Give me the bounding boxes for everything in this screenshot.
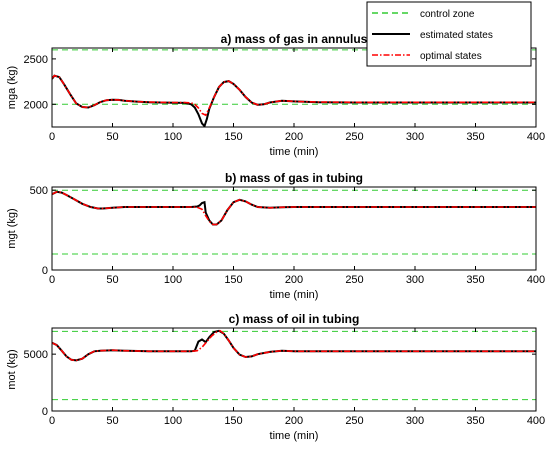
y-axis-label: mgt (kg) xyxy=(6,208,18,248)
legend-label-control-zone: control zone xyxy=(420,9,475,20)
y-axis-label: mot (kg) xyxy=(6,349,18,389)
x-tick-label: 100 xyxy=(164,274,182,286)
y-tick-label: 2000 xyxy=(24,99,48,111)
x-tick-label: 400 xyxy=(527,274,545,286)
panel-c-title: c) mass of oil in tubing xyxy=(229,312,360,326)
panel-b: b) mass of gas in tubing 0 50 100 150 200 250 3… xyxy=(6,171,545,301)
x-tick-label: 0 xyxy=(49,274,55,286)
x-axis-label: time (min) xyxy=(270,146,319,158)
y-axis-label: mga (kg) xyxy=(6,66,18,109)
series-optimal-states xyxy=(52,74,536,117)
x-tick-label: 400 xyxy=(527,131,545,143)
y-tick-label: 5000 xyxy=(24,349,48,361)
x-tick-label: 400 xyxy=(527,415,545,427)
legend-label-optimal-states: optimal states xyxy=(420,51,482,62)
legend: control zone estimated states optimal st… xyxy=(366,1,532,67)
x-tick-label: 300 xyxy=(406,274,424,286)
plot-area xyxy=(52,328,536,411)
x-tick-label: 150 xyxy=(224,415,242,427)
x-tick-label: 100 xyxy=(164,131,182,143)
x-tick-label: 350 xyxy=(466,274,484,286)
x-tick-label: 150 xyxy=(224,274,242,286)
x-tick-label: 250 xyxy=(345,131,363,143)
x-tick-label: 250 xyxy=(345,415,363,427)
x-axis-label: time (min) xyxy=(270,289,319,301)
x-tick-label: 50 xyxy=(106,274,118,286)
series-optimal-states xyxy=(52,190,536,226)
y-tick-label: 0 xyxy=(42,406,48,418)
panel-a-title: a) mass of gas in annulus xyxy=(221,32,368,46)
x-tick-label: 200 xyxy=(285,274,303,286)
x-tick-label: 350 xyxy=(466,415,484,427)
y-tick-label: 500 xyxy=(30,185,48,197)
y-tick-label: 0 xyxy=(42,265,48,277)
panel-c: c) mass of oil in tubing 0 50 100 150 200 250 3… xyxy=(6,312,545,442)
y-tick-label: 2500 xyxy=(24,54,48,66)
series-optimal-states xyxy=(52,329,536,362)
panel-b-title: b) mass of gas in tubing xyxy=(225,171,363,185)
x-tick-label: 0 xyxy=(49,415,55,427)
x-tick-label: 200 xyxy=(285,415,303,427)
x-axis-label: time (min) xyxy=(270,430,319,442)
x-tick-label: 200 xyxy=(285,131,303,143)
x-tick-label: 350 xyxy=(466,131,484,143)
x-tick-label: 300 xyxy=(406,131,424,143)
x-tick-label: 100 xyxy=(164,415,182,427)
x-tick-label: 50 xyxy=(106,131,118,143)
plot-area xyxy=(52,187,536,270)
x-tick-label: 150 xyxy=(224,131,242,143)
legend-label-estimated-states: estimated states xyxy=(420,30,493,41)
x-tick-label: 300 xyxy=(406,415,424,427)
x-tick-label: 0 xyxy=(49,131,55,143)
x-tick-label: 250 xyxy=(345,274,363,286)
x-tick-label: 50 xyxy=(106,415,118,427)
